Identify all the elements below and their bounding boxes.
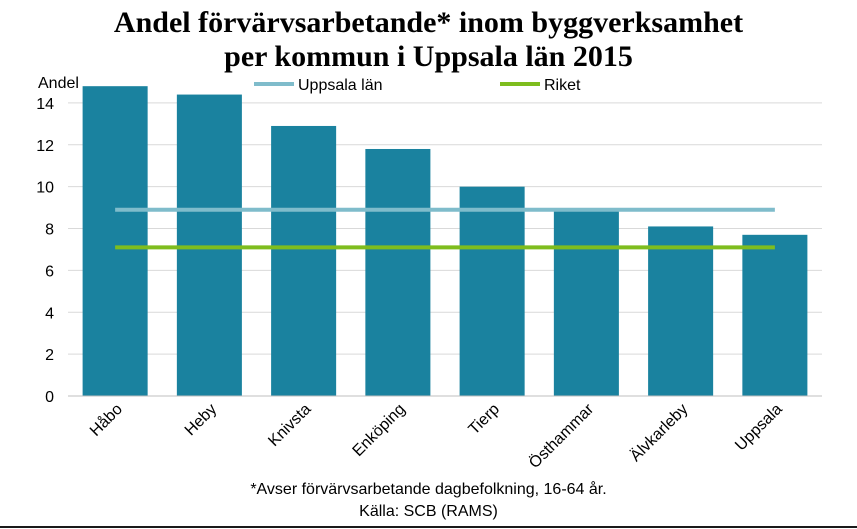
- y-tick-label: 12: [36, 138, 54, 155]
- bar-4: [459, 186, 525, 396]
- bar-6: [648, 226, 714, 396]
- bar-2: [271, 125, 337, 397]
- y-tick-label: 6: [45, 263, 54, 280]
- legend: Uppsala län Riket: [254, 77, 581, 94]
- chart-title: Andel förvärvsarbetande* inom byggverksa…: [0, 6, 857, 74]
- legend-label-0: Uppsala län: [298, 77, 383, 94]
- chart-title-line-2: per kommun i Uppsala län 2015: [224, 40, 633, 73]
- bar-5: [553, 209, 619, 396]
- bar-3: [365, 148, 431, 396]
- bar-0: [82, 86, 148, 396]
- x-tick-label: Östhammar: [525, 400, 597, 472]
- y-tick-label: 0: [45, 389, 54, 406]
- x-tick-label: Håbo: [86, 400, 126, 440]
- y-tick-label: 8: [45, 222, 54, 239]
- y-tick-label: 10: [36, 180, 54, 197]
- bar-1: [176, 94, 242, 396]
- chart-title-line-1: Andel förvärvsarbetande* inom byggverksa…: [113, 6, 744, 39]
- x-tick-label: Tierp: [466, 401, 503, 438]
- x-tick-label: Knivsta: [265, 401, 314, 450]
- bars: [82, 86, 808, 397]
- y-tick-label: 4: [45, 305, 54, 322]
- x-tick-label: Enköping: [350, 401, 409, 460]
- y-tick-label: 14: [36, 96, 54, 113]
- legend-label-1: Riket: [544, 77, 581, 94]
- footnote: *Avser förvärvsarbetande dagbefolkning, …: [250, 481, 607, 498]
- reference-lines: [115, 207, 775, 250]
- x-tick-label: Heby: [182, 401, 220, 439]
- y-axis-label: Andel: [38, 75, 79, 92]
- x-tick-label: Uppsala: [732, 401, 786, 455]
- bar-7: [742, 234, 808, 396]
- bottom-divider: [0, 526, 857, 528]
- x-tick-label: Älvkarleby: [627, 400, 692, 465]
- y-tick-label: 2: [45, 347, 54, 364]
- source-note: Källa: SCB (RAMS): [359, 503, 498, 520]
